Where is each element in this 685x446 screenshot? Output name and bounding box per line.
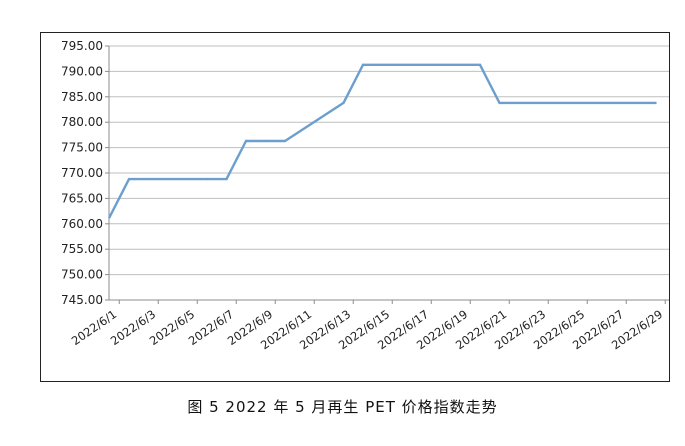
data-point bbox=[498, 101, 501, 105]
data-point bbox=[342, 101, 345, 105]
data-point bbox=[264, 139, 267, 143]
chart-frame: 745.00 750.00 755.00 760.00 765.00 770.00 775.… bbox=[40, 32, 670, 382]
series bbox=[108, 63, 657, 219]
y-tick-label: 790.00 bbox=[61, 64, 103, 78]
axes bbox=[105, 45, 669, 304]
data-point bbox=[478, 63, 482, 66]
data-point bbox=[127, 177, 131, 181]
data-point bbox=[283, 139, 287, 143]
y-tick-label: 760.00 bbox=[61, 217, 103, 231]
gridlines bbox=[109, 45, 669, 301]
y-tick-label: 770.00 bbox=[61, 166, 103, 180]
data-point bbox=[654, 101, 657, 105]
series-line bbox=[108, 63, 657, 219]
data-point bbox=[244, 139, 248, 143]
x-axis-ticks: 2022/6/12022/6/32022/6/52022/6/72022/6/9… bbox=[69, 307, 665, 352]
data-point bbox=[361, 63, 365, 66]
y-tick-label: 795.00 bbox=[61, 39, 103, 53]
y-tick-label: 780.00 bbox=[61, 115, 103, 129]
y-tick-label: 755.00 bbox=[61, 242, 103, 256]
data-point bbox=[108, 215, 111, 219]
y-tick-label: 785.00 bbox=[61, 90, 103, 104]
y-tick-label: 745.00 bbox=[61, 293, 103, 307]
data-point bbox=[225, 177, 228, 181]
y-axis-ticks: 745.00 750.00 755.00 760.00 765.00 770.00 775.… bbox=[61, 39, 103, 307]
figure-caption: 图 5 2022 年 5 月再生 PET 价格指数走势 bbox=[187, 398, 498, 416]
y-tick-label: 775.00 bbox=[61, 141, 103, 155]
line-chart: 745.00 750.00 755.00 760.00 765.00 770.00 775.… bbox=[61, 39, 669, 352]
y-tick-label: 765.00 bbox=[61, 191, 103, 205]
y-tick-label: 750.00 bbox=[61, 268, 103, 282]
data-point bbox=[205, 177, 209, 181]
